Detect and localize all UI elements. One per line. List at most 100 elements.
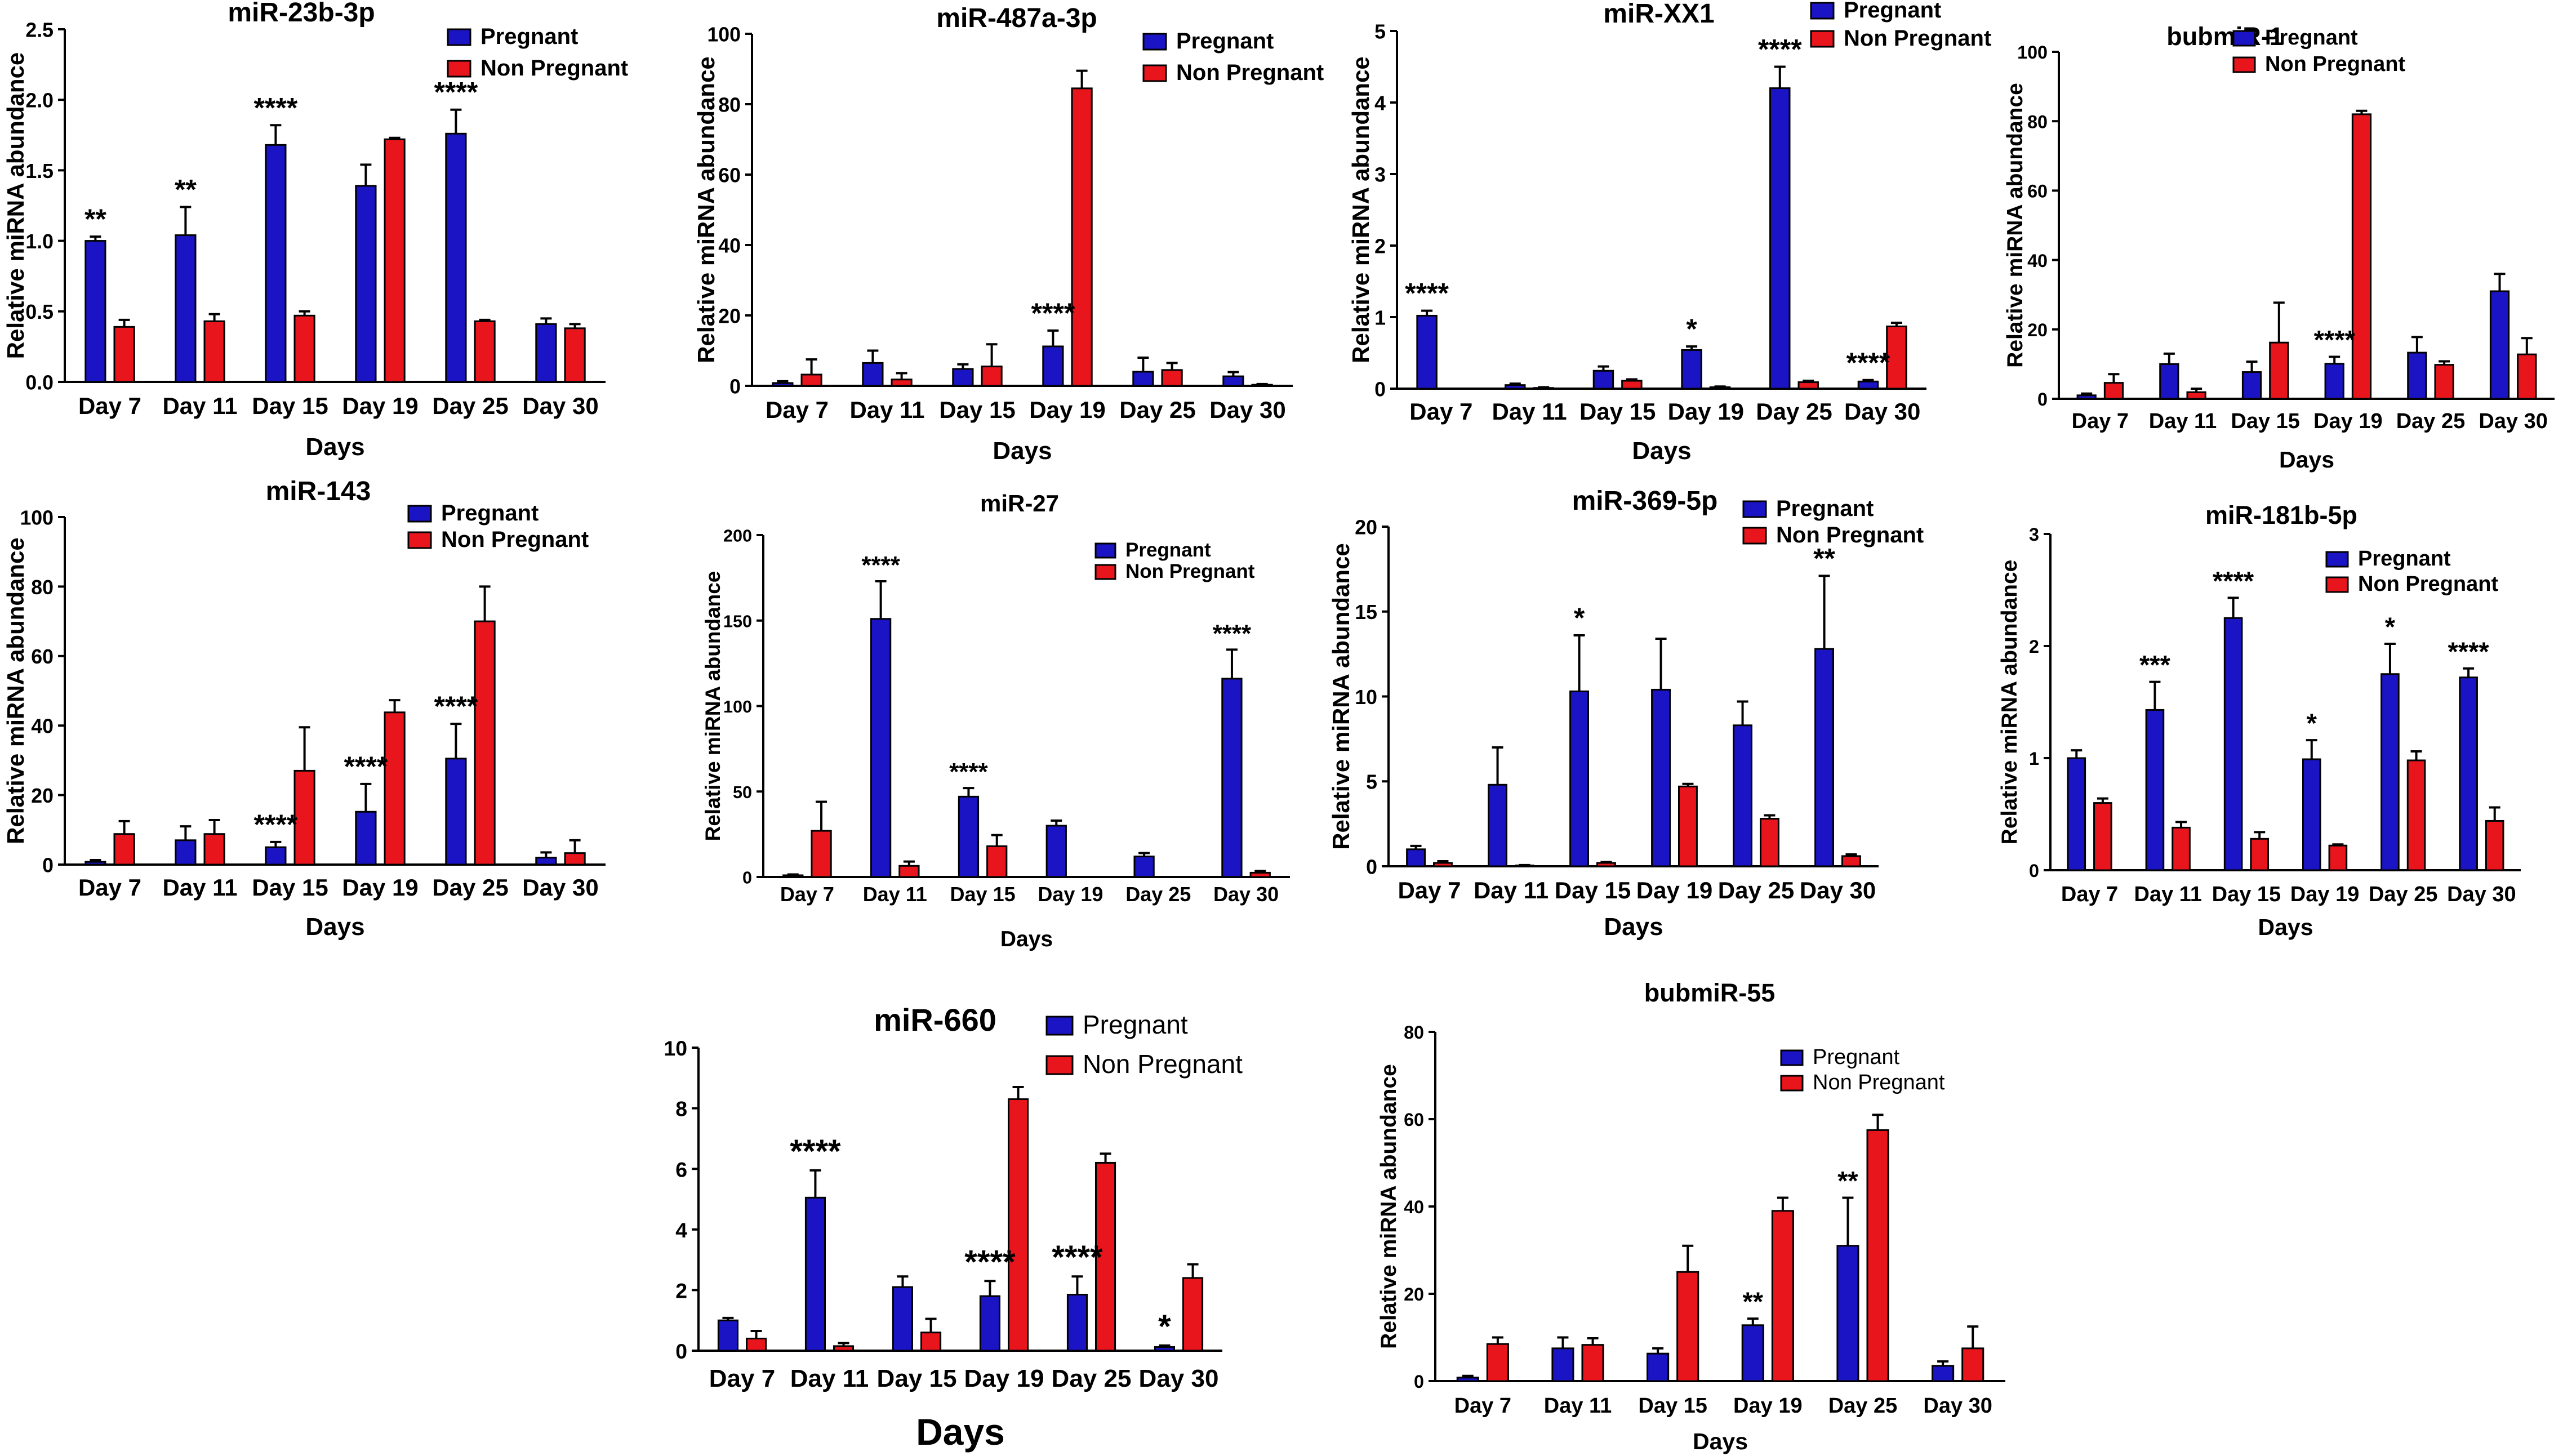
bar-non-pregnant	[1182, 1277, 1204, 1352]
bar-non-pregnant	[1886, 326, 1907, 390]
x-axis-label: Days	[916, 1411, 1005, 1453]
y-tick-label: 100	[707, 23, 741, 46]
x-tick-label: Day 30	[1209, 397, 1285, 423]
x-tick-label: Day 19	[1636, 877, 1712, 903]
significance-label: ****	[253, 92, 297, 123]
chart-title: miR-487a-3p	[936, 3, 1097, 33]
y-axis-label: Relative miRNA abundance	[2003, 83, 2027, 368]
y-tick-label: 0	[675, 1339, 687, 1363]
bar-pregnant	[1154, 1346, 1175, 1352]
x-tick-label: Day 7	[78, 874, 141, 901]
bar-pregnant	[1814, 648, 1835, 867]
y-tick-label: 20	[718, 305, 741, 327]
bar-pregnant	[1592, 369, 1614, 390]
bar-pregnant	[2145, 709, 2165, 871]
bar-pregnant	[870, 618, 892, 878]
y-tick-label: 15	[1355, 601, 1377, 624]
bar-pregnant	[2302, 758, 2321, 871]
x-tick-label: Day 25	[432, 874, 508, 901]
bar-non-pregnant	[1678, 785, 1698, 867]
y-tick-label: 40	[1404, 1197, 1424, 1217]
bar-non-pregnant	[981, 366, 1003, 387]
bar-pregnant	[355, 811, 377, 866]
chart-title: bubmiR-1	[2166, 22, 2284, 51]
x-tick-label: Day 19	[1668, 398, 1744, 425]
bar-non-pregnant	[1071, 87, 1093, 387]
legend-label: Pregnant	[1125, 539, 1211, 561]
bar-non-pregnant	[113, 326, 135, 383]
legend-label: Pregnant	[1176, 29, 1274, 54]
bar-non-pregnant	[1961, 1347, 1984, 1382]
y-axis-label: Relative miRNA abundance	[701, 571, 724, 841]
x-tick-label: Day 19	[342, 874, 418, 901]
legend-swatch-non-pregnant	[1045, 1055, 1074, 1075]
x-axis-label: Days	[993, 437, 1052, 465]
bar-pregnant	[175, 839, 197, 866]
bar-pregnant	[445, 758, 467, 866]
x-axis-label: Days	[1632, 437, 1691, 465]
y-axis-label: Relative miRNA abundance	[1997, 560, 2022, 845]
bar-non-pregnant	[833, 1345, 855, 1352]
legend-label: Non Pregnant	[441, 527, 589, 552]
bar-pregnant	[1222, 375, 1244, 387]
y-tick-label: 10	[1355, 686, 1377, 709]
bar-pregnant	[1836, 1245, 1859, 1382]
bar-pregnant	[1681, 349, 1702, 390]
bar-non-pregnant	[898, 865, 920, 878]
y-axis-label: Relative miRNA abundance	[1377, 1064, 1401, 1349]
x-tick-label: Day 30	[522, 874, 598, 901]
chart-mir-181b-5p: miR-181b-5p 0 1 2 3 Relative miRNA abundance D…	[1997, 501, 2521, 940]
legend-swatch-non-pregnant	[2325, 576, 2349, 593]
legend-swatch-non-pregnant	[1094, 564, 1116, 580]
bar-pregnant	[772, 382, 794, 387]
bar-pregnant	[2324, 363, 2344, 400]
bar-pregnant	[84, 240, 106, 383]
x-tick-label: Day 7	[709, 1365, 775, 1392]
x-tick-label: Day 25	[432, 393, 508, 419]
significance-label: ****	[1758, 34, 1802, 65]
significance-label: ****	[344, 751, 388, 782]
x-tick-label: Day 30	[1139, 1365, 1219, 1392]
significance-label: ****	[253, 809, 297, 840]
chart-title: miR-143	[266, 477, 371, 506]
bar-non-pregnant	[800, 373, 822, 387]
significance-label: **	[1837, 1166, 1858, 1196]
x-tick-label: Day 7	[1398, 877, 1461, 903]
x-tick-label: Day 7	[1454, 1394, 1511, 1418]
bar-pregnant	[2380, 673, 2400, 871]
bar-non-pregnant	[1008, 1098, 1029, 1352]
bar-pregnant	[1647, 1352, 1670, 1382]
x-tick-label: Day 11	[2149, 409, 2217, 433]
x-axis-label: Days	[2258, 914, 2313, 940]
bar-pregnant	[958, 795, 980, 878]
legend-label: Non Pregnant	[1813, 1071, 1945, 1094]
x-tick-label: Day 7	[2072, 409, 2129, 433]
bar-non-pregnant	[203, 833, 225, 866]
chart-title: miR-27	[980, 490, 1059, 516]
x-tick-label: Day 30	[1213, 883, 1279, 906]
y-tick-label: 80	[1404, 1022, 1424, 1043]
legend-label: Non Pregnant	[1844, 26, 1991, 51]
x-tick-label: Day 19	[2313, 409, 2383, 433]
legend-label: Pregnant	[2358, 547, 2451, 571]
bar-non-pregnant	[2485, 820, 2504, 871]
bar-non-pregnant	[2406, 759, 2426, 871]
y-tick-label: 60	[31, 645, 54, 668]
legend-swatch-non-pregnant	[447, 60, 471, 78]
y-tick-label: 5	[1366, 771, 1377, 794]
significance-label: ****	[2448, 636, 2490, 666]
legend-label: Pregnant	[441, 501, 539, 526]
x-tick-label: Day 11	[162, 393, 237, 419]
x-tick-label: Day 25	[1718, 877, 1794, 903]
significance-label: **	[1742, 1286, 1763, 1316]
bar-non-pregnant	[1581, 1344, 1604, 1382]
x-tick-label: Day 7	[780, 883, 834, 906]
y-tick-label: 40	[2027, 251, 2048, 271]
bar-non-pregnant	[1676, 1271, 1699, 1382]
x-tick-label: Day 11	[162, 874, 237, 901]
x-tick-label: Day 15	[252, 393, 328, 419]
bar-non-pregnant	[293, 314, 315, 383]
significance-label: *	[2385, 612, 2396, 642]
bar-non-pregnant	[564, 852, 586, 866]
